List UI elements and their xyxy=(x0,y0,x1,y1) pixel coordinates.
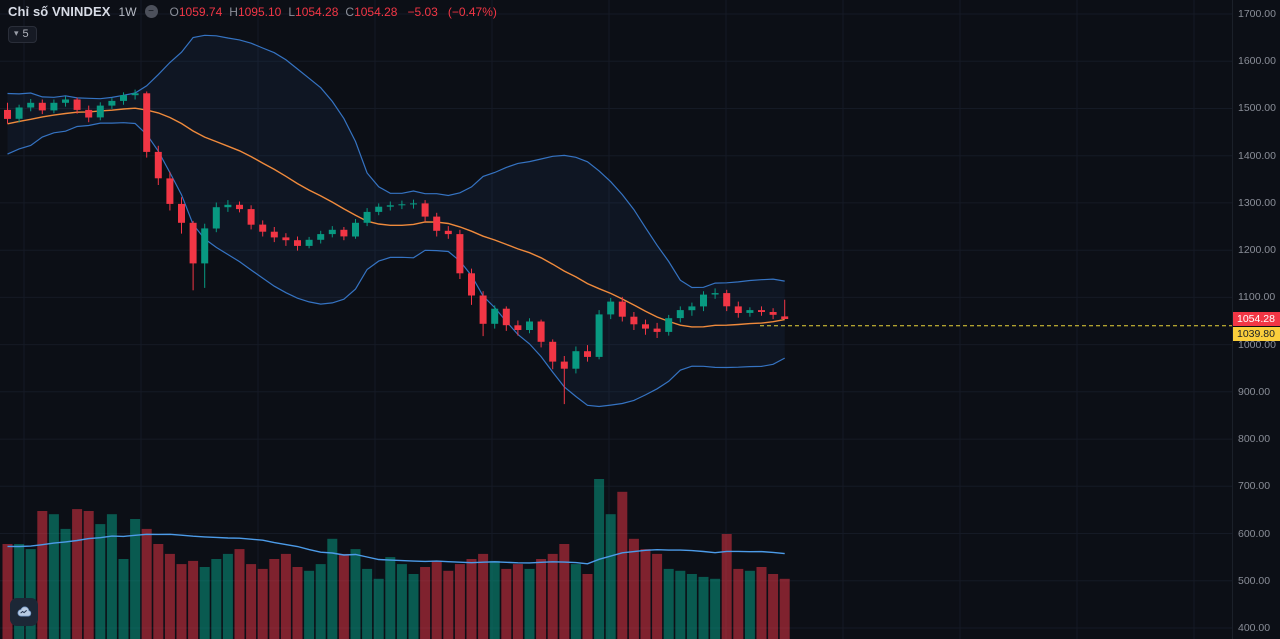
chart-grid xyxy=(0,0,1232,639)
high-value: 1095.10 xyxy=(237,4,282,19)
low-label: L xyxy=(288,4,296,19)
timeframe-label[interactable]: 1W xyxy=(118,4,137,19)
price-tick-label: 700.00 xyxy=(1238,480,1271,492)
price-tick-label: 400.00 xyxy=(1238,622,1271,634)
close-value: 1054.28 xyxy=(354,4,398,19)
price-tick-label: 1700.00 xyxy=(1238,8,1276,20)
chevron-down-icon: ▾ xyxy=(14,28,19,38)
price-chart-canvas[interactable] xyxy=(0,0,1232,639)
open-value: 1059.74 xyxy=(178,4,223,19)
price-tick-label: 1600.00 xyxy=(1238,55,1276,67)
price-tick-label: 1100.00 xyxy=(1238,291,1276,303)
price-tick-label: 1400.00 xyxy=(1238,150,1276,162)
alert-price-label[interactable]: 1039.80 xyxy=(1233,327,1280,341)
price-tick-label: 800.00 xyxy=(1238,433,1271,445)
price-tick-label: 1200.00 xyxy=(1238,244,1276,256)
last-price-label: 1054.28 xyxy=(1233,312,1280,326)
change-value: −5.03 xyxy=(407,4,438,19)
price-tick-label: 600.00 xyxy=(1238,528,1271,540)
close-label: C xyxy=(345,4,355,19)
price-tick-label: 500.00 xyxy=(1238,575,1271,587)
symbol-title[interactable]: Chỉ số VNINDEX xyxy=(8,4,111,19)
volume-ma-line xyxy=(7,533,785,565)
candlesticks xyxy=(4,89,789,405)
price-tick-label: 1300.00 xyxy=(1238,197,1276,209)
indicators-collapse-pill[interactable]: ▾ 5 xyxy=(8,26,37,43)
symbol-legend: Chỉ số VNINDEX 1W − O1059.74 H1095.10 L1… xyxy=(8,4,497,19)
price-tick-label: 1500.00 xyxy=(1238,102,1276,114)
price-tick-label: 900.00 xyxy=(1238,386,1271,398)
low-value: 1054.28 xyxy=(295,4,339,19)
high-label: H xyxy=(229,4,238,19)
indicators-count: 5 xyxy=(22,28,29,40)
open-label: O xyxy=(169,4,179,19)
bollinger-bands xyxy=(7,34,785,408)
price-tick-label: 1000.00 xyxy=(1238,339,1276,351)
ohlc-readout: O1059.74 H1095.10 L1054.28 C1054.28 xyxy=(170,5,398,19)
change-percent: (−0.47%) xyxy=(447,4,497,19)
cloud-icon xyxy=(17,606,32,617)
minus-circle-icon[interactable]: − xyxy=(144,5,158,18)
volume-histogram xyxy=(2,479,790,639)
tradingview-logo[interactable] xyxy=(10,598,38,626)
